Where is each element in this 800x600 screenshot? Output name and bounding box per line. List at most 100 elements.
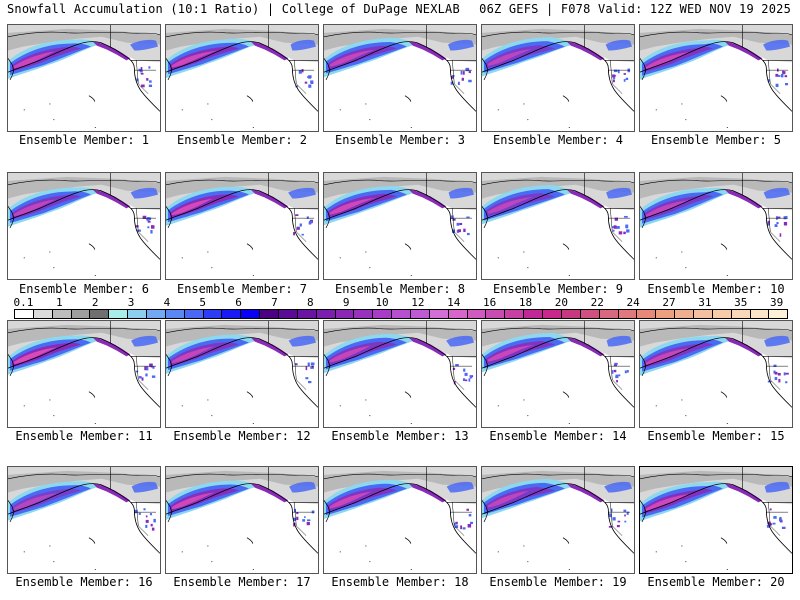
snowfall-map bbox=[8, 321, 160, 424]
island-dot bbox=[369, 119, 371, 121]
island-dot bbox=[49, 545, 51, 547]
mountain-snow-speck bbox=[305, 366, 308, 371]
mountain-snow-speck bbox=[616, 226, 620, 229]
mountain-snow-speck bbox=[457, 229, 462, 233]
heavy-snow-band bbox=[485, 45, 556, 69]
island-dot bbox=[527, 119, 529, 121]
colorbar-swatch bbox=[618, 310, 638, 318]
kamchatka-coastline bbox=[166, 58, 173, 81]
snowfall-map bbox=[482, 173, 634, 276]
colorbar-tick-labels: 0.1 1 2 3 4 5 6 7 8 9 10 12 14 16 18 20 22 24 27 31 35 39 bbox=[13, 296, 786, 309]
colorbar-swatch bbox=[279, 310, 298, 318]
colorbar-swatch bbox=[90, 310, 110, 318]
ensemble-member-label: Ensemble Member: 16 bbox=[15, 575, 153, 589]
coastal-snow-band bbox=[566, 189, 605, 209]
mountain-snow-speck bbox=[455, 521, 458, 525]
ensemble-map-panel bbox=[7, 24, 161, 132]
colorbar-swatch bbox=[731, 310, 751, 318]
island-dot bbox=[655, 405, 657, 407]
mountain-snow-speck bbox=[140, 67, 143, 71]
pacific-coastline bbox=[482, 337, 634, 408]
pacific-coastline bbox=[324, 483, 476, 554]
moderate-gray-snow-area bbox=[166, 176, 318, 199]
island-dot bbox=[365, 251, 367, 253]
arctic-coastline bbox=[482, 473, 634, 480]
hawaii-islands bbox=[88, 391, 96, 398]
island-dot bbox=[527, 267, 529, 269]
pacific-coastline bbox=[166, 483, 318, 554]
coastal-snow-band bbox=[250, 41, 289, 61]
mountain-snow-speck bbox=[305, 377, 309, 380]
kamchatka-coastline bbox=[8, 58, 15, 81]
mountain-snow-speck bbox=[625, 77, 629, 80]
mountain-snow-speck bbox=[613, 225, 617, 229]
mountain-snow-speck bbox=[775, 73, 779, 77]
mountain-snow-speck bbox=[142, 215, 147, 219]
snowfall-map bbox=[640, 25, 792, 128]
mountain-snow-speck bbox=[618, 231, 623, 235]
mountain-snow-speck bbox=[781, 526, 786, 530]
mountain-snow-speck bbox=[778, 517, 782, 522]
mountain-snow-speck bbox=[463, 228, 466, 233]
mountain-snow-speck bbox=[779, 233, 782, 237]
chart-title: Snowfall Accumulation (10:1 Ratio) | Col… bbox=[7, 2, 460, 16]
mountain-snow-speck bbox=[775, 83, 779, 88]
coastal-snow-band bbox=[92, 337, 131, 357]
mountain-snow-speck bbox=[623, 79, 626, 82]
mountain-snow-speck bbox=[614, 362, 618, 365]
mountain-snow-speck bbox=[310, 80, 314, 84]
mountain-snow-speck bbox=[308, 75, 312, 79]
pacific-coastline bbox=[166, 337, 318, 408]
mountain-snow-speck bbox=[460, 525, 463, 530]
mountain-snow-speck bbox=[461, 77, 464, 81]
ensemble-member-label: Ensemble Member: 3 bbox=[334, 133, 466, 147]
state-borders bbox=[608, 60, 631, 94]
mountain-snow-speck bbox=[784, 75, 788, 78]
arctic-coastline bbox=[8, 31, 160, 38]
colorbar-tick-label: 18 bbox=[518, 296, 533, 309]
pacific-coastline bbox=[8, 41, 160, 112]
state-borders bbox=[292, 208, 315, 242]
mountain-snow-speck bbox=[767, 79, 770, 82]
colorbar-swatch bbox=[693, 310, 713, 318]
mountain-snow-speck bbox=[767, 222, 770, 226]
hawaii-islands bbox=[246, 391, 254, 398]
state-borders bbox=[450, 356, 473, 390]
ensemble-member-label: Ensemble Member: 7 bbox=[176, 282, 308, 296]
interior-canada-snow bbox=[764, 335, 791, 347]
colorbar-swatch bbox=[656, 310, 676, 318]
kamchatka-coastline bbox=[166, 206, 173, 229]
kamchatka-coastline bbox=[8, 354, 15, 377]
interior-canada-snow bbox=[446, 335, 475, 347]
mountain-snow-speck bbox=[778, 378, 781, 383]
coastal-snow-band bbox=[408, 483, 447, 503]
mountain-snow-speck bbox=[145, 524, 148, 528]
ensemble-member-label: Ensemble Member: 15 bbox=[647, 429, 785, 443]
snowfall-map bbox=[640, 467, 792, 570]
mountain-snow-speck bbox=[147, 226, 150, 229]
hawaii-islands bbox=[404, 243, 412, 250]
colorbar-tick-label: 2 bbox=[91, 296, 99, 309]
arctic-coastline bbox=[640, 179, 792, 186]
colorbar-swatch bbox=[184, 310, 204, 318]
mountain-snow-speck bbox=[617, 69, 620, 74]
island-dot bbox=[339, 551, 341, 553]
hawaii-islands bbox=[562, 537, 570, 544]
moderate-gray-snow-area bbox=[640, 28, 792, 51]
island-dot bbox=[681, 545, 683, 547]
snowfall-map bbox=[482, 467, 634, 570]
mountain-snow-speck bbox=[293, 517, 296, 521]
mountain-snow-speck bbox=[776, 222, 779, 225]
colorbar-swatch bbox=[335, 310, 355, 318]
heavy-snow-band bbox=[11, 488, 82, 513]
colorbar-swatch bbox=[429, 310, 449, 318]
kamchatka-coastline bbox=[482, 500, 489, 523]
arctic-coastline bbox=[482, 31, 634, 38]
colorbar-swatch bbox=[260, 310, 280, 318]
mountain-snow-speck bbox=[462, 71, 465, 75]
coastal-snow-band bbox=[724, 189, 763, 209]
mountain-snow-speck bbox=[780, 73, 784, 78]
mountain-snow-speck bbox=[773, 516, 777, 519]
colorbar-swatch bbox=[561, 310, 581, 318]
mountain-snow-speck bbox=[617, 520, 621, 523]
